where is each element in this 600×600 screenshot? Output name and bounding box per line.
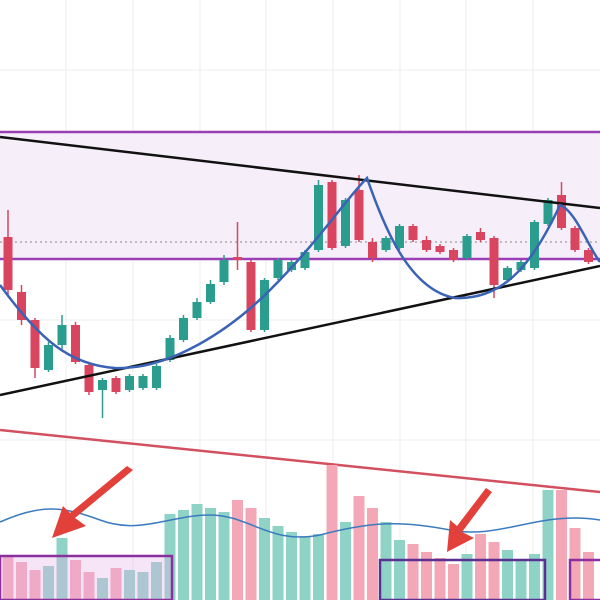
volume-bar — [16, 562, 27, 600]
volume-bar — [259, 518, 270, 600]
candle-body — [152, 366, 161, 388]
volume-bar — [272, 526, 284, 600]
candle-body — [3, 237, 13, 290]
candle-body — [57, 325, 67, 345]
candle-body — [138, 376, 148, 388]
candle-body — [422, 240, 431, 250]
volume-bar — [313, 534, 324, 600]
candle-body — [125, 376, 134, 390]
candle-body — [300, 252, 310, 268]
candle-body — [165, 338, 175, 360]
candle-body — [233, 257, 242, 260]
volume-bar — [2, 555, 14, 600]
candle-body — [368, 242, 377, 258]
candle-body — [30, 320, 40, 368]
candle-body — [273, 260, 283, 278]
volume-bar — [70, 560, 81, 600]
candle-body — [327, 182, 337, 248]
volume-bar — [367, 508, 378, 600]
candle-body — [516, 262, 526, 270]
candle-body — [449, 250, 458, 260]
candle-body — [98, 380, 107, 390]
volume-bar — [475, 534, 486, 600]
candle-body — [354, 190, 364, 240]
candle-body — [206, 284, 215, 302]
volume-bar — [448, 564, 459, 600]
volume-bar — [245, 508, 257, 600]
volume-bar — [542, 490, 554, 600]
candle-body — [84, 365, 94, 392]
volume-bar — [461, 554, 473, 600]
candle-body — [71, 325, 80, 362]
candle-body — [476, 232, 485, 240]
volume-bar — [515, 560, 527, 600]
volume-bar — [137, 572, 149, 600]
volume-bar — [421, 552, 432, 600]
volume-bar — [286, 532, 297, 600]
candles — [3, 175, 593, 418]
volume-bar — [299, 536, 311, 600]
volume-bar — [124, 570, 135, 600]
volume-bar — [394, 540, 405, 600]
arrow — [52, 466, 133, 538]
volume-bar — [583, 552, 594, 600]
candle-body — [557, 195, 566, 228]
volume-bar — [232, 500, 243, 600]
candle-body — [341, 200, 350, 246]
volume-bar — [340, 522, 351, 600]
candle-body — [219, 260, 229, 282]
pattern-curve — [0, 175, 600, 370]
volume-bar — [556, 490, 567, 600]
volume-bar — [191, 504, 203, 600]
candle-body — [503, 268, 512, 280]
candle-body — [543, 200, 553, 224]
volume-bar — [205, 508, 216, 600]
volume-trendline — [0, 428, 600, 494]
volume-bar — [83, 572, 95, 600]
volume-bar — [407, 544, 419, 600]
upper-trendline — [0, 135, 600, 210]
candle-body — [111, 378, 121, 392]
candle-body — [260, 280, 269, 330]
candle-body — [192, 302, 202, 318]
volume-bar — [353, 496, 365, 600]
candle-body — [408, 226, 418, 240]
volume-average — [0, 508, 600, 538]
volume-bar — [43, 566, 54, 600]
candle-body — [395, 226, 404, 248]
candle-body — [17, 292, 26, 320]
arrow — [447, 488, 492, 552]
volume-bar — [434, 558, 446, 600]
volume-bar — [529, 554, 540, 600]
volume-bar — [178, 510, 189, 600]
lower-trendline — [0, 264, 600, 397]
volume-bar — [488, 542, 500, 600]
candle-body — [44, 345, 53, 370]
candle-body — [179, 318, 188, 340]
candle-body — [435, 246, 445, 252]
volume-bar — [569, 528, 581, 600]
volume-bar — [97, 578, 108, 600]
candle-body — [462, 236, 472, 258]
candle-body — [570, 228, 580, 250]
candle-body — [314, 185, 323, 250]
candle-body — [584, 250, 593, 262]
candle-body — [381, 238, 391, 250]
volume-box — [0, 554, 174, 600]
candle-body — [246, 262, 256, 330]
volume-bar — [29, 570, 41, 600]
volume-bar — [56, 538, 68, 600]
volume-bar — [151, 562, 162, 600]
volume-bar — [218, 512, 230, 600]
candle-body — [489, 238, 499, 285]
candle-body — [530, 222, 539, 268]
volume-box — [378, 558, 547, 600]
volume-box — [568, 558, 600, 600]
volume-bar — [110, 568, 122, 600]
volume-bar — [502, 550, 513, 600]
range-zone — [0, 132, 600, 259]
